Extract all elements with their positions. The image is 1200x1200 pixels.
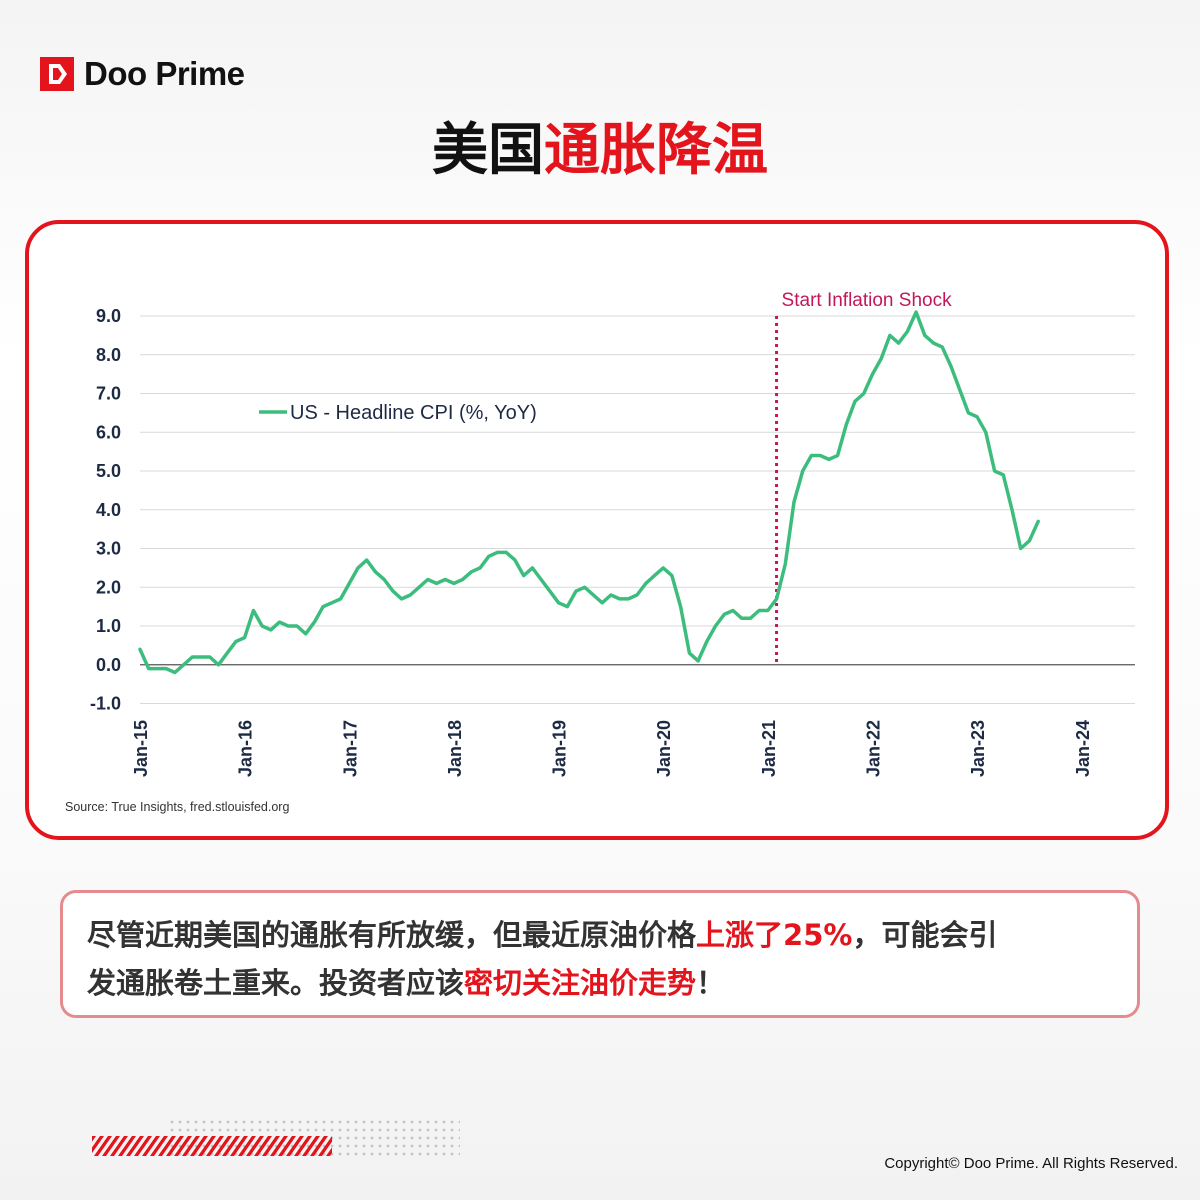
annotation-label: Start Inflation Shock	[782, 290, 953, 311]
commentary-text: ，可能会引	[852, 918, 998, 952]
x-tick-label: Jan-16	[236, 720, 256, 777]
brand-name: Doo Prime	[84, 55, 245, 92]
decorative-red-stripe	[92, 1136, 332, 1156]
commentary-line-1: 尽管近期美国的通胀有所放缓，但最近原油价格上涨了25%，可能会引	[87, 911, 1113, 959]
x-tick-label: Jan-15	[131, 720, 151, 777]
commentary-text: ！	[696, 966, 726, 1000]
x-tick-label: Jan-24	[1073, 720, 1093, 777]
x-tick-label: Jan-18	[445, 720, 465, 777]
x-tick-label: Jan-21	[759, 720, 779, 777]
title-part-black: 美国	[432, 118, 544, 183]
commentary-highlight: 密切关注油价走势	[464, 966, 697, 1000]
x-tick-label: Jan-23	[968, 720, 988, 777]
chart-source: Source: True Insights, fred.stlouisfed.o…	[65, 800, 290, 814]
x-tick-label: Jan-20	[654, 720, 674, 777]
legend-label: US - Headline CPI (%, YoY)	[290, 402, 537, 424]
x-tick-label: Jan-22	[863, 720, 883, 777]
commentary-box: 尽管近期美国的通胀有所放缓，但最近原油价格上涨了25%，可能会引 发通胀卷土重来…	[60, 890, 1140, 1018]
commentary-line-2: 发通胀卷土重来。投资者应该密切关注油价走势！	[87, 959, 1113, 1007]
commentary-highlight: 上涨了25%	[696, 918, 853, 952]
y-tick-label: 7.0	[96, 384, 121, 404]
copyright-notice: Copyright© Doo Prime. All Rights Reserve…	[884, 1155, 1178, 1172]
y-tick-label: 2.0	[96, 577, 121, 597]
x-tick-label: Jan-19	[550, 720, 570, 777]
commentary-text: 尽管近期美国的通胀有所放缓，但最近原油价格	[87, 918, 697, 952]
y-tick-label: -1.0	[90, 694, 121, 714]
series-line-headline-cpi	[138, 310, 1040, 675]
y-tick-label: 4.0	[96, 500, 121, 520]
y-tick-label: 1.0	[96, 616, 121, 636]
y-tick-label: 9.0	[96, 306, 121, 326]
doo-prime-logo-icon	[40, 57, 74, 91]
x-tick-label: Jan-17	[340, 720, 360, 777]
y-tick-label: 8.0	[96, 345, 121, 365]
y-tick-label: 6.0	[96, 422, 121, 442]
y-tick-label: 3.0	[96, 539, 121, 559]
chart-card: 9.0 8.0 7.0 6.0 5.0 4.0 3.0 2.0 1.0 0.0 -1.0 Jan-15…	[25, 220, 1169, 840]
cpi-line-chart: 9.0 8.0 7.0 6.0 5.0 4.0 3.0 2.0 1.0 0.0 -1.0 Jan-15…	[90, 290, 1135, 777]
page-title: 美国通胀降温	[0, 116, 1200, 186]
brand-logo: Doo Prime	[40, 55, 245, 92]
title-part-red: 通胀降温	[544, 118, 768, 183]
commentary-text: 发通胀卷土重来。投资者应该	[87, 966, 465, 1000]
y-tick-label: 5.0	[96, 461, 121, 481]
y-tick-label: 0.0	[96, 655, 121, 675]
